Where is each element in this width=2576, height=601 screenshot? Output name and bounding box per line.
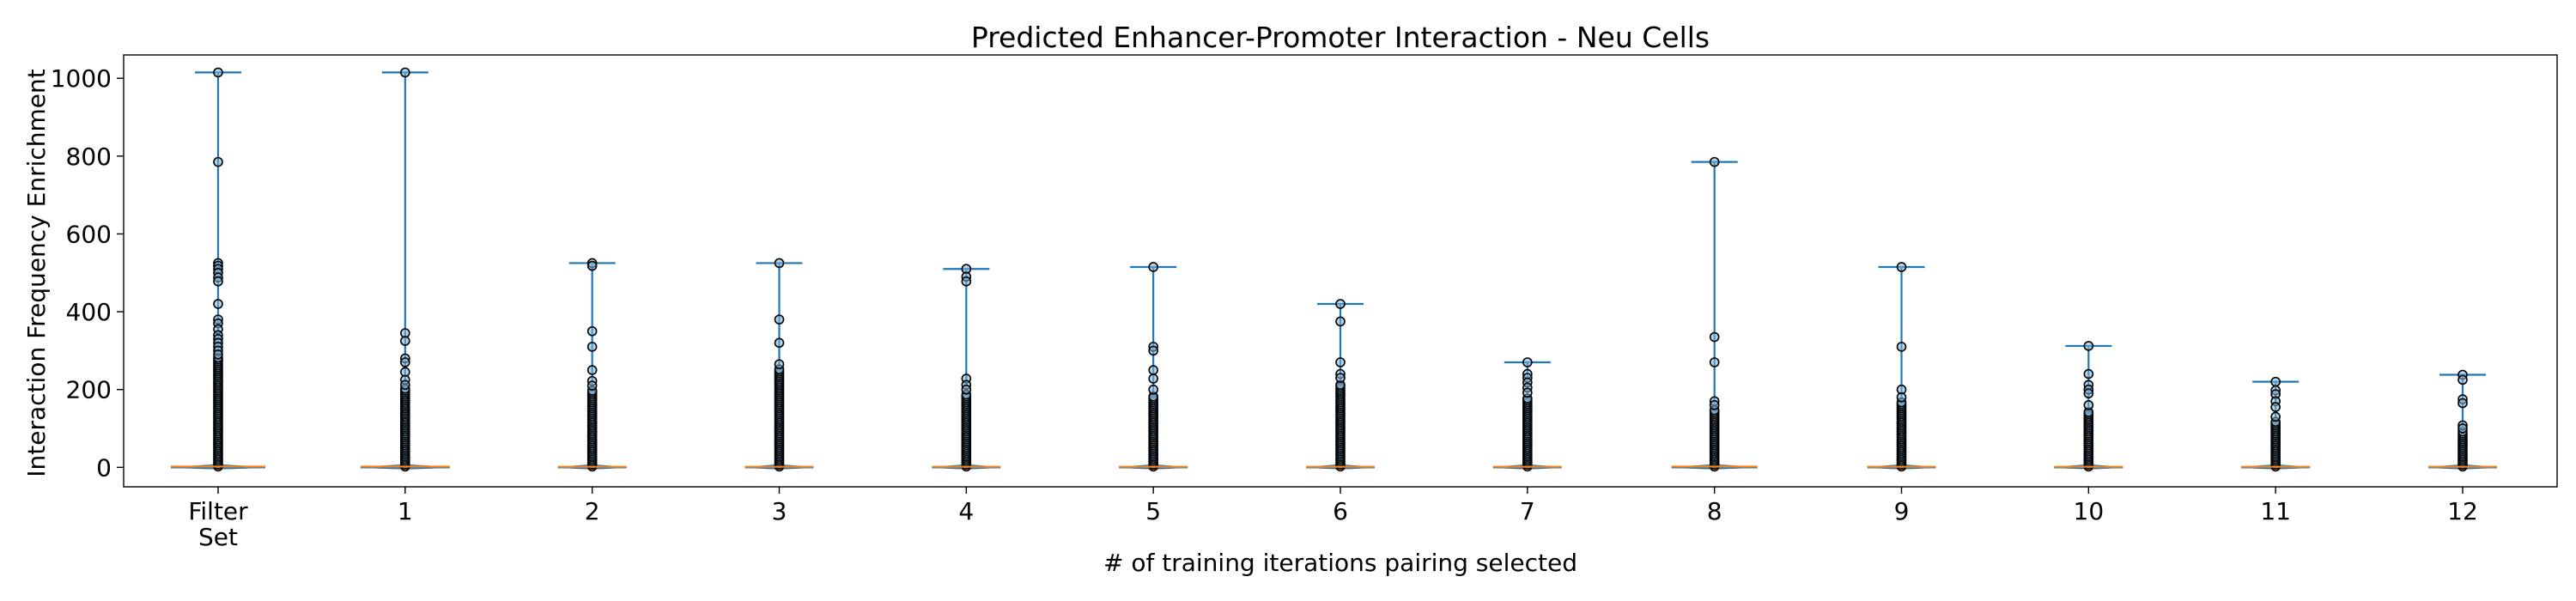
x-tick-label-line: 11: [2260, 497, 2291, 525]
x-tick-label-line: 4: [958, 497, 974, 525]
outlier-point: [774, 337, 785, 349]
outlier-point: [1335, 373, 1346, 383]
x-tick-label-line: 8: [1707, 497, 1722, 525]
x-tick-label: 8: [1707, 497, 1722, 525]
x-tick-label-line: 7: [1520, 497, 1535, 525]
x-tick-label: 12: [2447, 497, 2478, 525]
x-tick-label: 2: [585, 497, 600, 525]
outlier-point: [586, 365, 598, 375]
y-tick-label: 0: [96, 453, 112, 482]
x-tick-label-line: 6: [1333, 497, 1348, 525]
outlier-point: [2083, 400, 2094, 410]
outlier-point: [1896, 392, 1907, 403]
x-tick-label: Filter Set: [188, 497, 248, 551]
outlier-point: [586, 325, 598, 337]
x-tick-label: 6: [1333, 497, 1348, 525]
x-tick-label-line: 1: [398, 497, 413, 525]
x-tick-label-line: 10: [2074, 497, 2105, 525]
y-axis-label: Interaction Frequency Enrichment: [22, 69, 51, 477]
outlier-point: [1896, 342, 1907, 352]
outlier-point: [1896, 262, 1907, 272]
x-tick-label: 1: [398, 497, 413, 525]
outlier-point: [213, 299, 223, 309]
x-tick-label: 11: [2260, 497, 2291, 525]
y-tick-label: 800: [66, 143, 112, 171]
outlier-point: [2458, 423, 2468, 434]
y-tick-label: 1000: [51, 64, 112, 93]
x-tick-label: 9: [1894, 497, 1910, 525]
outlier-point: [400, 379, 410, 391]
outlier-point: [2083, 341, 2094, 351]
outlier-point: [213, 349, 223, 360]
outlier-point: [2458, 398, 2468, 409]
x-tick-label: 7: [1520, 497, 1535, 525]
outlier-point: [1522, 357, 1533, 367]
outlier-point: [400, 67, 410, 78]
outlier-point: [2083, 388, 2094, 399]
outlier-point: [2458, 374, 2468, 385]
x-tick-label-line: Set: [198, 523, 238, 551]
outlier-point: [1148, 365, 1158, 375]
outlier-point: [774, 314, 785, 325]
outlier-point: [2270, 411, 2281, 422]
outlier-point: [1522, 387, 1533, 398]
outlier-point: [961, 276, 972, 287]
outlier-point: [586, 260, 598, 271]
outlier-point: [774, 258, 785, 269]
y-tick-label: 200: [66, 376, 112, 404]
x-tick-label-line: 2: [585, 497, 600, 525]
outlier-point: [213, 67, 223, 78]
outlier-point: [400, 357, 410, 367]
outlier-point: [1709, 156, 1720, 167]
plot-frame: [123, 54, 2558, 488]
outlier-point: [1148, 262, 1158, 272]
outlier-point: [213, 276, 223, 287]
x-tick-label-line: Filter: [188, 497, 248, 525]
outlier-point: [961, 384, 972, 395]
outlier-point: [400, 336, 410, 346]
outlier-point: [2270, 402, 2281, 412]
y-tick-label: 600: [66, 220, 112, 248]
outlier-point: [1335, 357, 1346, 367]
outlier-point: [2270, 376, 2281, 387]
chart-title: Predicted Enhancer-Promoter Interaction …: [971, 21, 1710, 54]
y-tick-label: 400: [66, 298, 112, 326]
outlier-point: [1335, 316, 1346, 327]
outlier-point: [774, 359, 785, 370]
outlier-point: [1709, 357, 1720, 367]
outlier-point: [1148, 345, 1158, 356]
outlier-point: [1709, 400, 1720, 410]
outlier-point: [586, 380, 598, 391]
x-tick-label: 4: [958, 497, 974, 525]
x-tick-label-line: 12: [2447, 497, 2478, 525]
x-axis-label: # of training iterations pairing selecte…: [1103, 549, 1577, 577]
outlier-point: [1335, 299, 1346, 309]
x-tick-label-line: 5: [1145, 497, 1161, 525]
outlier-point: [1148, 384, 1158, 395]
x-tick-label-line: 9: [1894, 497, 1910, 525]
x-tick-label: 3: [772, 497, 787, 525]
outlier-point: [2083, 368, 2094, 379]
x-tick-label: 5: [1145, 497, 1161, 525]
x-tick-label-line: 3: [772, 497, 787, 525]
outlier-point: [1709, 331, 1720, 343]
outlier-point: [213, 156, 223, 167]
outlier-point: [586, 342, 598, 352]
x-tick-label: 10: [2074, 497, 2105, 525]
outlier-point: [1148, 373, 1158, 384]
